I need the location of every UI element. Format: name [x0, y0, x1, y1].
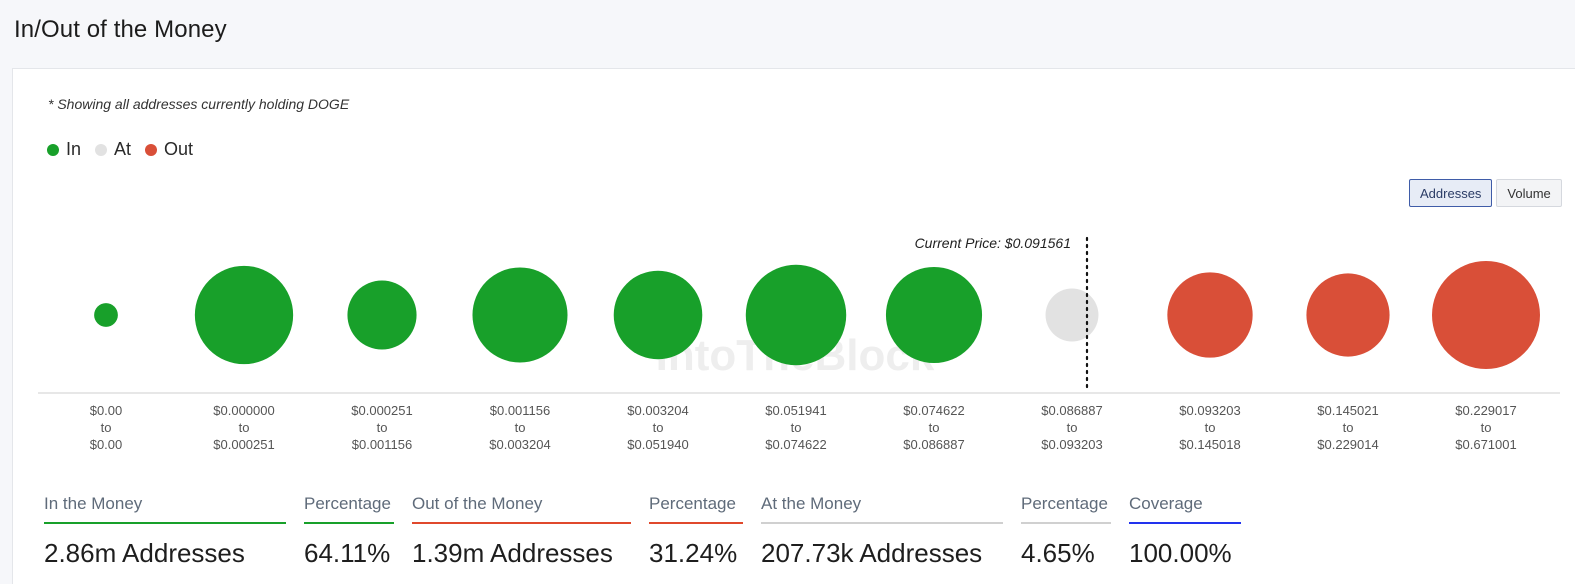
tick-label-from: $0.000000 — [213, 403, 274, 418]
stat-at-percentage-value: 4.65% — [1021, 538, 1095, 568]
volume-toggle-button[interactable]: Volume — [1496, 179, 1562, 207]
bubble-out[interactable] — [1306, 273, 1390, 357]
tick-label-to: $0.145018 — [1179, 437, 1240, 452]
stat-in-the-money-value: 2.86m Addresses — [44, 538, 245, 568]
tick-label-to: $0.000251 — [213, 437, 274, 452]
tick-label-from: $0.074622 — [903, 403, 964, 418]
tick-label-to-word: to — [1343, 420, 1354, 435]
stat-at-the-money: At the Money 207.73k Addresses — [761, 494, 1003, 569]
tick-label-to-word: to — [239, 420, 250, 435]
tick-label-to: $0.001156 — [352, 437, 413, 452]
stat-out-percentage-label: Percentage — [649, 494, 743, 524]
bubble-out[interactable] — [1432, 261, 1540, 369]
tick-label-to: $0.003204 — [489, 437, 550, 452]
tick-label-to-word: to — [1205, 420, 1216, 435]
tick-label-to-word: to — [791, 420, 802, 435]
tick-label-from: $0.145021 — [1317, 403, 1378, 418]
tick-label-to: $0.074622 — [765, 437, 826, 452]
stat-out-of-the-money-label: Out of the Money — [412, 494, 631, 524]
legend-item-in[interactable]: In — [47, 139, 81, 160]
tick-label-from: $0.001156 — [490, 403, 551, 418]
tick-label-from: $0.093203 — [1179, 403, 1240, 418]
stat-out-of-the-money: Out of the Money 1.39m Addresses — [412, 494, 631, 569]
tick-label-to: $0.671001 — [1455, 437, 1516, 452]
bubble-in[interactable] — [613, 270, 703, 360]
tick-label-from: $0.003204 — [627, 403, 688, 418]
tick-label-to-word: to — [515, 420, 526, 435]
stat-in-the-money-label: In the Money — [44, 494, 286, 524]
legend: In At Out — [47, 139, 193, 160]
tick-label-to-word: to — [653, 420, 664, 435]
stat-coverage-value: 100.00% — [1129, 538, 1232, 568]
bubble-in[interactable] — [347, 280, 417, 350]
legend-dot-at-icon — [95, 143, 108, 156]
legend-label-in: In — [66, 139, 82, 159]
tick-label-to: $0.093203 — [1041, 437, 1102, 452]
tick-label-from: $0.00 — [90, 403, 123, 418]
tick-label-from: $0.229017 — [1455, 403, 1516, 418]
bubble-in[interactable] — [94, 303, 118, 327]
bubble-in[interactable] — [885, 266, 983, 364]
tick-label-from: $0.086887 — [1041, 403, 1102, 418]
bubble-out[interactable] — [1167, 272, 1253, 358]
tick-label-to-word: to — [1481, 420, 1492, 435]
tick-label-to: $0.086887 — [903, 437, 964, 452]
legend-dot-in-icon — [47, 143, 59, 156]
bubble-in[interactable] — [194, 265, 294, 365]
stat-out-percentage-value: 31.24% — [649, 538, 738, 568]
summary-stats: In the Money 2.86m Addresses Percentage … — [44, 494, 1241, 569]
stat-in-the-money: In the Money 2.86m Addresses — [44, 494, 286, 569]
bubble-in[interactable] — [745, 264, 847, 366]
page-title: In/Out of the Money — [14, 16, 227, 43]
tick-label-to: $0.00 — [90, 437, 123, 452]
bubble-in[interactable] — [472, 267, 568, 363]
tick-label-from: $0.000251 — [351, 403, 412, 418]
tick-label-from: $0.051941 — [765, 403, 826, 418]
stat-out-percentage: Percentage 31.24% — [649, 494, 743, 569]
stat-coverage: Coverage 100.00% — [1129, 494, 1241, 569]
stat-in-percentage-value: 64.11% — [304, 538, 391, 568]
legend-item-at[interactable]: At — [95, 139, 131, 160]
stat-at-the-money-value: 207.73k Addresses — [761, 538, 983, 568]
legend-dot-out-icon — [145, 143, 158, 156]
tick-label-to-word: to — [929, 420, 940, 435]
stat-at-percentage: Percentage 4.65% — [1021, 494, 1111, 569]
bubble-at[interactable] — [1045, 288, 1099, 342]
legend-label-out: Out — [164, 139, 194, 159]
tick-label-to-word: to — [377, 420, 388, 435]
tick-label-to: $0.229014 — [1317, 437, 1378, 452]
tick-label-to-word: to — [101, 420, 112, 435]
view-toggle: Addresses Volume — [1409, 179, 1562, 207]
stat-in-percentage: Percentage 64.11% — [304, 494, 394, 569]
stat-in-percentage-label: Percentage — [304, 494, 394, 524]
stat-at-percentage-label: Percentage — [1021, 494, 1111, 524]
addresses-toggle-button[interactable]: Addresses — [1409, 179, 1493, 207]
stat-out-of-the-money-value: 1.39m Addresses — [412, 538, 613, 568]
current-price-label: Current Price: $0.091561 — [915, 235, 1071, 251]
holding-note: * Showing all addresses currently holdin… — [48, 96, 350, 112]
tick-label-to-word: to — [1067, 420, 1078, 435]
legend-label-at: At — [114, 139, 132, 159]
stat-at-the-money-label: At the Money — [761, 494, 1003, 524]
stat-coverage-label: Coverage — [1129, 494, 1241, 524]
legend-item-out[interactable]: Out — [145, 139, 193, 160]
tick-label-to: $0.051940 — [627, 437, 688, 452]
